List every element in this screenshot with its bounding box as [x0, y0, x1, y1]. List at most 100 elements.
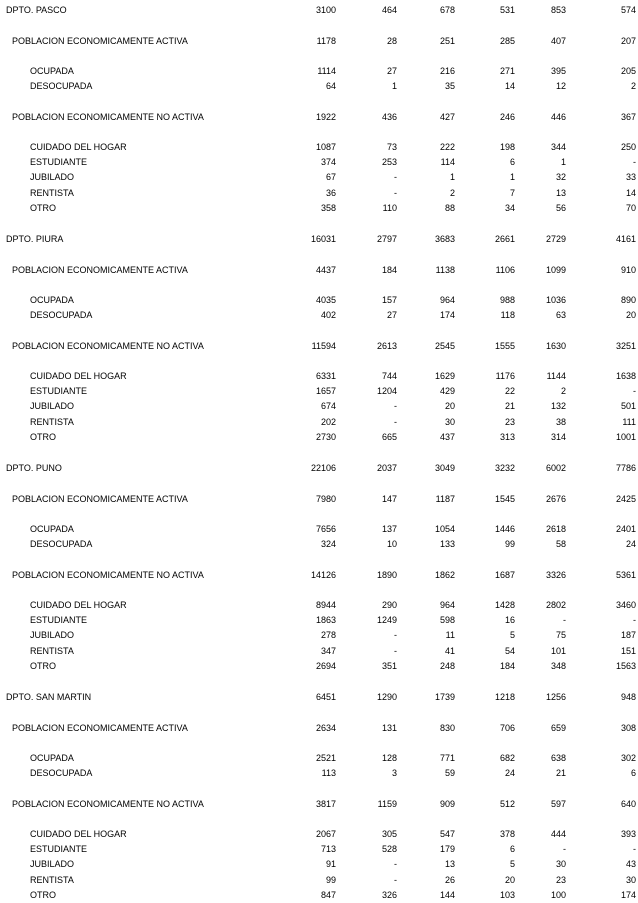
cell-value: 147 — [381, 494, 397, 504]
cell-value: 640 — [620, 799, 636, 809]
cell-value: 73 — [386, 142, 397, 152]
cell-value: 205 — [620, 66, 636, 76]
subcategory-row: CUIDADO DEL HOGAR 6331 744 1629 1176 1144 1638 — [0, 370, 638, 382]
cell-value: 1428 — [494, 600, 515, 610]
cell-value: 30 — [625, 875, 636, 885]
cell-value: 638 — [550, 753, 566, 763]
cell-value: 3049 — [434, 463, 455, 473]
cell-value: 344 — [550, 142, 566, 152]
cell-value: 101 — [550, 646, 566, 656]
cell-value: 1545 — [494, 494, 515, 504]
row-label: RENTISTA — [30, 417, 74, 427]
cell-value: 27 — [386, 66, 397, 76]
cell-value: 665 — [381, 432, 397, 442]
row-label: RENTISTA — [30, 646, 74, 656]
cell-value: 1114 — [317, 66, 336, 76]
cell-value: 2521 — [315, 753, 336, 763]
cell-value: 1555 — [494, 341, 515, 351]
subcategory-row: OTRO 2730 665 437 313 314 1001 — [0, 431, 638, 443]
cell-value: 948 — [620, 692, 636, 702]
cell-value: 1087 — [315, 142, 336, 152]
cell-value: 202 — [320, 417, 336, 427]
cell-value: 1922 — [315, 112, 336, 122]
category-row: POBLACION ECONOMICAMENTE NO ACTIVA 1922 43… — [0, 111, 638, 123]
cell-value: 70 — [625, 203, 636, 213]
cell-value: 30 — [555, 859, 566, 869]
row-label: POBLACION ECONOMICAMENTE ACTIVA — [12, 494, 188, 504]
cell-value: 402 — [320, 310, 336, 320]
cell-value: 1099 — [545, 265, 566, 275]
cell-value: 114 — [440, 157, 455, 167]
cell-value: 528 — [381, 844, 397, 854]
cell-value: 5361 — [615, 570, 636, 580]
row-label: DPTO. PASCO — [6, 5, 67, 15]
cell-value: 674 — [320, 401, 336, 411]
cell-value: 14126 — [310, 570, 336, 580]
cell-value: 118 — [500, 310, 515, 320]
cell-value: 1657 — [315, 386, 336, 396]
cell-value: 34 — [504, 203, 515, 213]
cell-value: 1739 — [434, 692, 455, 702]
cell-value: 271 — [499, 66, 515, 76]
subcategory-row: DESOCUPADA 113 3 59 24 21 6 — [0, 767, 638, 779]
cell-value: 4161 — [615, 234, 636, 244]
cell-value: 75 — [555, 630, 566, 640]
cell-value: 222 — [439, 142, 455, 152]
subcategory-row: ESTUDIANTE 713 528 179 6 - - — [0, 843, 638, 855]
cell-value: 574 — [620, 5, 636, 15]
subcategory-row: OCUPADA 1114 27 216 271 395 205 — [0, 65, 638, 77]
category-row: POBLACION ECONOMICAMENTE ACTIVA 4437 184 11… — [0, 264, 638, 276]
row-label: CUIDADO DEL HOGAR — [30, 142, 127, 152]
subcategory-row: OTRO 2694 351 248 184 348 1563 — [0, 660, 638, 672]
category-row: POBLACION ECONOMICAMENTE ACTIVA 1178 28 251… — [0, 35, 638, 47]
row-label: JUBILADO — [30, 859, 75, 869]
cell-value: 1563 — [615, 661, 636, 671]
cell-value: 103 — [499, 890, 515, 900]
cell-value: 1 — [449, 172, 455, 182]
row-label: ESTUDIANTE — [30, 157, 88, 167]
cell-value: 21 — [504, 401, 515, 411]
cell-value: 2730 — [315, 432, 336, 442]
cell-value: 30 — [444, 417, 455, 427]
cell-value: 144 — [439, 890, 455, 900]
row-label: OTRO — [30, 890, 56, 900]
cell-value: 2802 — [545, 600, 566, 610]
category-row: POBLACION ECONOMICAMENTE NO ACTIVA 11594 2… — [0, 340, 638, 352]
cell-value: 1446 — [494, 524, 515, 534]
cell-value: 1106 — [495, 265, 515, 275]
cell-value: - — [394, 875, 397, 885]
cell-value: 110 — [382, 203, 397, 213]
cell-value: 830 — [439, 723, 455, 733]
row-label: DESOCUPADA — [30, 768, 93, 778]
cell-value: 16031 — [310, 234, 336, 244]
cell-value: 113 — [321, 768, 336, 778]
cell-value: - — [394, 188, 397, 198]
cell-value: 347 — [320, 646, 336, 656]
cell-value: - — [563, 844, 566, 854]
cell-value: 1863 — [315, 615, 336, 625]
cell-value: 100 — [550, 890, 566, 900]
cell-value: 326 — [381, 890, 397, 900]
cell-value: 3232 — [494, 463, 515, 473]
subcategory-row: ESTUDIANTE 374 253 114 6 1 - — [0, 156, 638, 168]
cell-value: 278 — [320, 630, 336, 640]
cell-value: 10 — [386, 539, 397, 549]
cell-value: 187 — [620, 630, 636, 640]
cell-value: 198 — [499, 142, 515, 152]
cell-value: 501 — [620, 401, 636, 411]
cell-value: 531 — [499, 5, 515, 15]
cell-value: 909 — [439, 799, 455, 809]
cell-value: - — [394, 417, 397, 427]
cell-value: 67 — [325, 172, 336, 182]
subcategory-row: RENTISTA 347 - 41 54 101 151 — [0, 645, 638, 657]
cell-value: 395 — [550, 66, 566, 76]
cell-value: 253 — [381, 157, 397, 167]
cell-value: 314 — [550, 432, 566, 442]
cell-value: 358 — [320, 203, 336, 213]
cell-value: 137 — [381, 524, 397, 534]
row-label: OTRO — [30, 432, 56, 442]
cell-value: 99 — [325, 875, 336, 885]
row-label: OTRO — [30, 203, 56, 213]
cell-value: 174 — [439, 310, 455, 320]
cell-value: 429 — [439, 386, 455, 396]
